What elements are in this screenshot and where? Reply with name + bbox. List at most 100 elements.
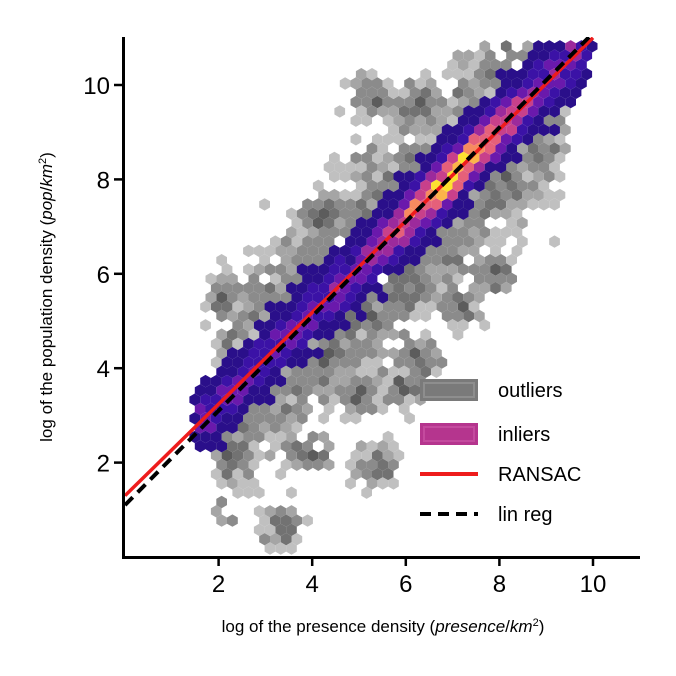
outlier-hexbin — [447, 300, 458, 313]
inlier-hexbin — [355, 235, 367, 248]
outlier-hexbin — [500, 40, 512, 53]
outlier-hexbin — [538, 179, 550, 192]
outlier-hexbin — [232, 319, 244, 332]
outlier-hexbin — [420, 86, 432, 99]
outlier-hexbin — [431, 254, 442, 267]
outlier-hexbin — [350, 374, 362, 388]
outlier-hexbin — [221, 467, 233, 481]
outlier-hexbin — [463, 49, 474, 62]
outlier-hexbin — [543, 188, 555, 202]
outlier-hexbin — [259, 309, 270, 323]
outlier-hexbin — [554, 188, 566, 202]
outlier-hexbin — [490, 188, 501, 202]
outlier-hexbin — [227, 309, 238, 323]
outlier-hexbin — [270, 235, 281, 248]
inlier-hexbin — [517, 86, 528, 99]
outlier-hexbin — [425, 337, 437, 351]
outlier-hexbin — [366, 384, 378, 397]
outlier-hexbin — [388, 161, 399, 174]
outlier-hexbin — [490, 77, 501, 90]
outlier-hexbin — [350, 133, 362, 146]
outlier-hexbin — [259, 533, 270, 546]
outlier-hexbin — [334, 384, 346, 397]
outlier-hexbin — [452, 86, 464, 99]
outlier-hexbin — [468, 300, 480, 313]
outlier-hexbin — [361, 486, 372, 499]
outlier-hexbin — [441, 291, 453, 304]
inlier-hexbin — [275, 374, 287, 388]
outlier-hexbin — [350, 207, 362, 220]
outlier-hexbin — [452, 291, 464, 304]
outlier-hexbin — [431, 365, 442, 378]
inlier-hexbin — [355, 272, 367, 285]
outlier-hexbin — [511, 207, 523, 220]
outlier-hexbin — [549, 142, 560, 155]
outlier-hexbin — [414, 281, 426, 295]
inlier-hexbin — [506, 123, 517, 137]
outlier-hexbin — [243, 319, 254, 332]
outlier-hexbin — [259, 421, 270, 434]
outlier-hexbin — [339, 356, 351, 369]
outlier-hexbin — [398, 142, 410, 155]
outlier-hexbin — [339, 226, 351, 239]
inlier-hexbin — [420, 235, 432, 248]
inlier-hexbin — [463, 142, 474, 155]
outlier-hexbin — [436, 356, 448, 369]
inlier-hexbin — [468, 114, 480, 127]
outlier-hexbin — [431, 86, 442, 99]
inlier-hexbin — [382, 207, 394, 220]
outlier-hexbin — [490, 281, 501, 295]
outlier-hexbin — [372, 374, 383, 388]
outlier-hexbin — [372, 467, 383, 481]
outlier-hexbin — [307, 430, 319, 444]
outlier-hexbin — [216, 477, 227, 490]
outlier-hexbin — [463, 235, 474, 248]
outlier-hexbin — [409, 105, 421, 118]
inlier-hexbin — [377, 198, 389, 211]
outlier-hexbin — [420, 123, 432, 137]
inlier-hexbin — [393, 207, 405, 220]
legend-label: lin reg — [498, 504, 552, 526]
inlier-hexbin — [554, 77, 566, 90]
outlier-hexbin — [484, 86, 496, 99]
outlier-hexbin — [388, 86, 399, 99]
inlier-hexbin — [404, 170, 415, 183]
inlier-hexbin — [270, 309, 281, 323]
outlier-hexbin — [210, 467, 222, 481]
outlier-hexbin — [312, 254, 324, 267]
outlier-hexbin — [253, 300, 265, 313]
outlier-hexbin — [205, 272, 217, 285]
outlier-hexbin — [398, 272, 410, 285]
outlier-hexbin — [318, 412, 329, 425]
inlier-hexbin — [549, 49, 560, 62]
outlier-hexbin — [377, 179, 389, 192]
outlier-hexbin — [318, 337, 329, 351]
inlier-hexbin — [559, 86, 571, 99]
outlier-hexbin — [549, 198, 560, 211]
inlier-hexbin — [329, 263, 340, 276]
outlier-hexbin — [366, 105, 378, 118]
outlier-hexbin — [372, 188, 383, 202]
inlier-hexbin — [216, 365, 227, 378]
outlier-hexbin — [447, 95, 458, 109]
inlier-hexbin — [570, 68, 582, 81]
outlier-hexbin — [366, 402, 378, 416]
outlier-hexbin — [291, 440, 303, 453]
outlier-hexbin — [280, 514, 292, 527]
outlier-hexbin — [350, 151, 362, 165]
outlier-hexbin — [398, 309, 410, 323]
outlier-hexbin — [329, 188, 340, 202]
outlier-hexbin — [543, 170, 555, 183]
outlier-hexbin — [495, 179, 507, 192]
inlier-hexbin — [248, 347, 260, 360]
inlier-hexbin — [463, 105, 474, 118]
outlier-hexbin — [517, 142, 528, 155]
outlier-hexbin — [388, 105, 399, 118]
outlier-hexbin — [452, 105, 464, 118]
outlier-hexbin — [350, 95, 362, 109]
outlier-hexbin — [312, 198, 324, 211]
outlier-hexbin — [280, 402, 292, 416]
inlier-hexbin — [533, 114, 544, 127]
outlier-hexbin — [409, 347, 421, 360]
